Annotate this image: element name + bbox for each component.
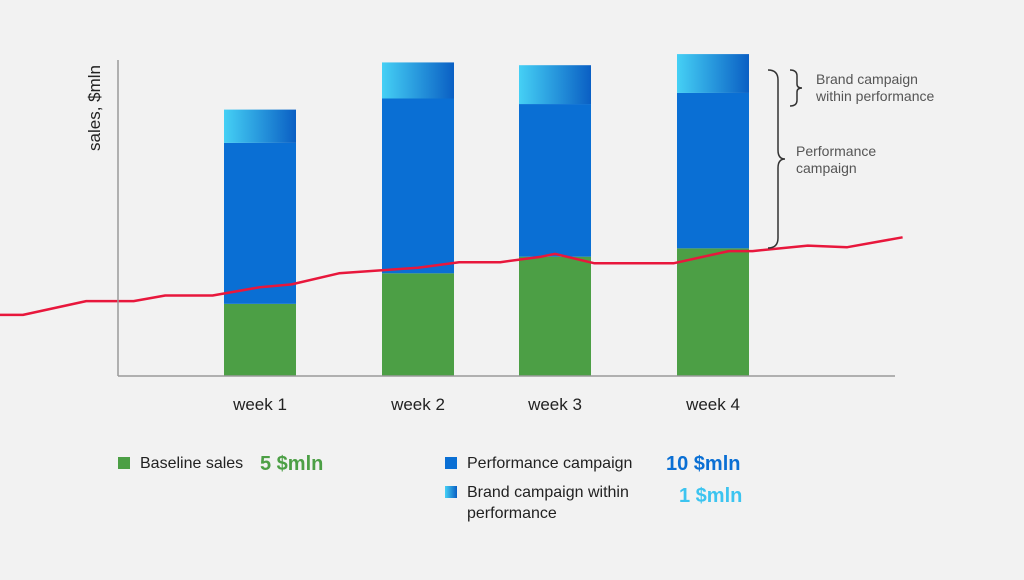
bar-brand-2	[382, 62, 454, 99]
bar-baseline-2	[382, 273, 454, 376]
legend-baseline-label: Baseline sales	[140, 455, 244, 472]
legend-performance-label: Performance campaign	[467, 455, 633, 472]
brand-bracket	[789, 69, 803, 107]
legend-performance-swatch	[445, 457, 457, 469]
legend-brand-label: Brand campaign within performance	[467, 484, 629, 522]
legend-baseline: Baseline sales	[118, 453, 243, 474]
bar-performance-3	[519, 104, 591, 257]
legend-brand-value: 1 $mln	[679, 485, 743, 507]
legend-performance: Performance campaign	[445, 453, 632, 474]
legend-brand: Brand campaign within performance	[445, 482, 657, 524]
bar-baseline-3	[519, 256, 591, 376]
trend-line	[0, 236, 903, 317]
x-tick-label: week 2	[390, 395, 445, 414]
x-tick-label: week 1	[232, 395, 287, 414]
brand-bracket-label: Brand campaign within performance	[815, 71, 934, 104]
x-tick-label: week 3	[527, 395, 582, 414]
bar-brand-4	[677, 54, 749, 93]
x-tick-label: week 4	[685, 395, 740, 414]
bar-baseline-1	[224, 303, 296, 376]
bar-baseline-4	[677, 248, 749, 376]
bar-performance-1	[224, 142, 296, 304]
bar-brand-1	[224, 109, 296, 143]
bar-performance-4	[677, 92, 749, 249]
bar-brand-3	[519, 65, 591, 105]
legend-baseline-swatch	[118, 457, 130, 469]
bar-performance-2	[382, 98, 454, 274]
legend-baseline-value: 5 $mln	[260, 453, 324, 475]
performance-bracket-label: Performance campaign	[796, 143, 880, 176]
performance-bracket	[767, 69, 786, 249]
y-axis-label: sales, $mln	[85, 65, 104, 151]
legend-performance-value: 10 $mln	[666, 453, 741, 475]
legend-brand-swatch	[445, 486, 457, 498]
